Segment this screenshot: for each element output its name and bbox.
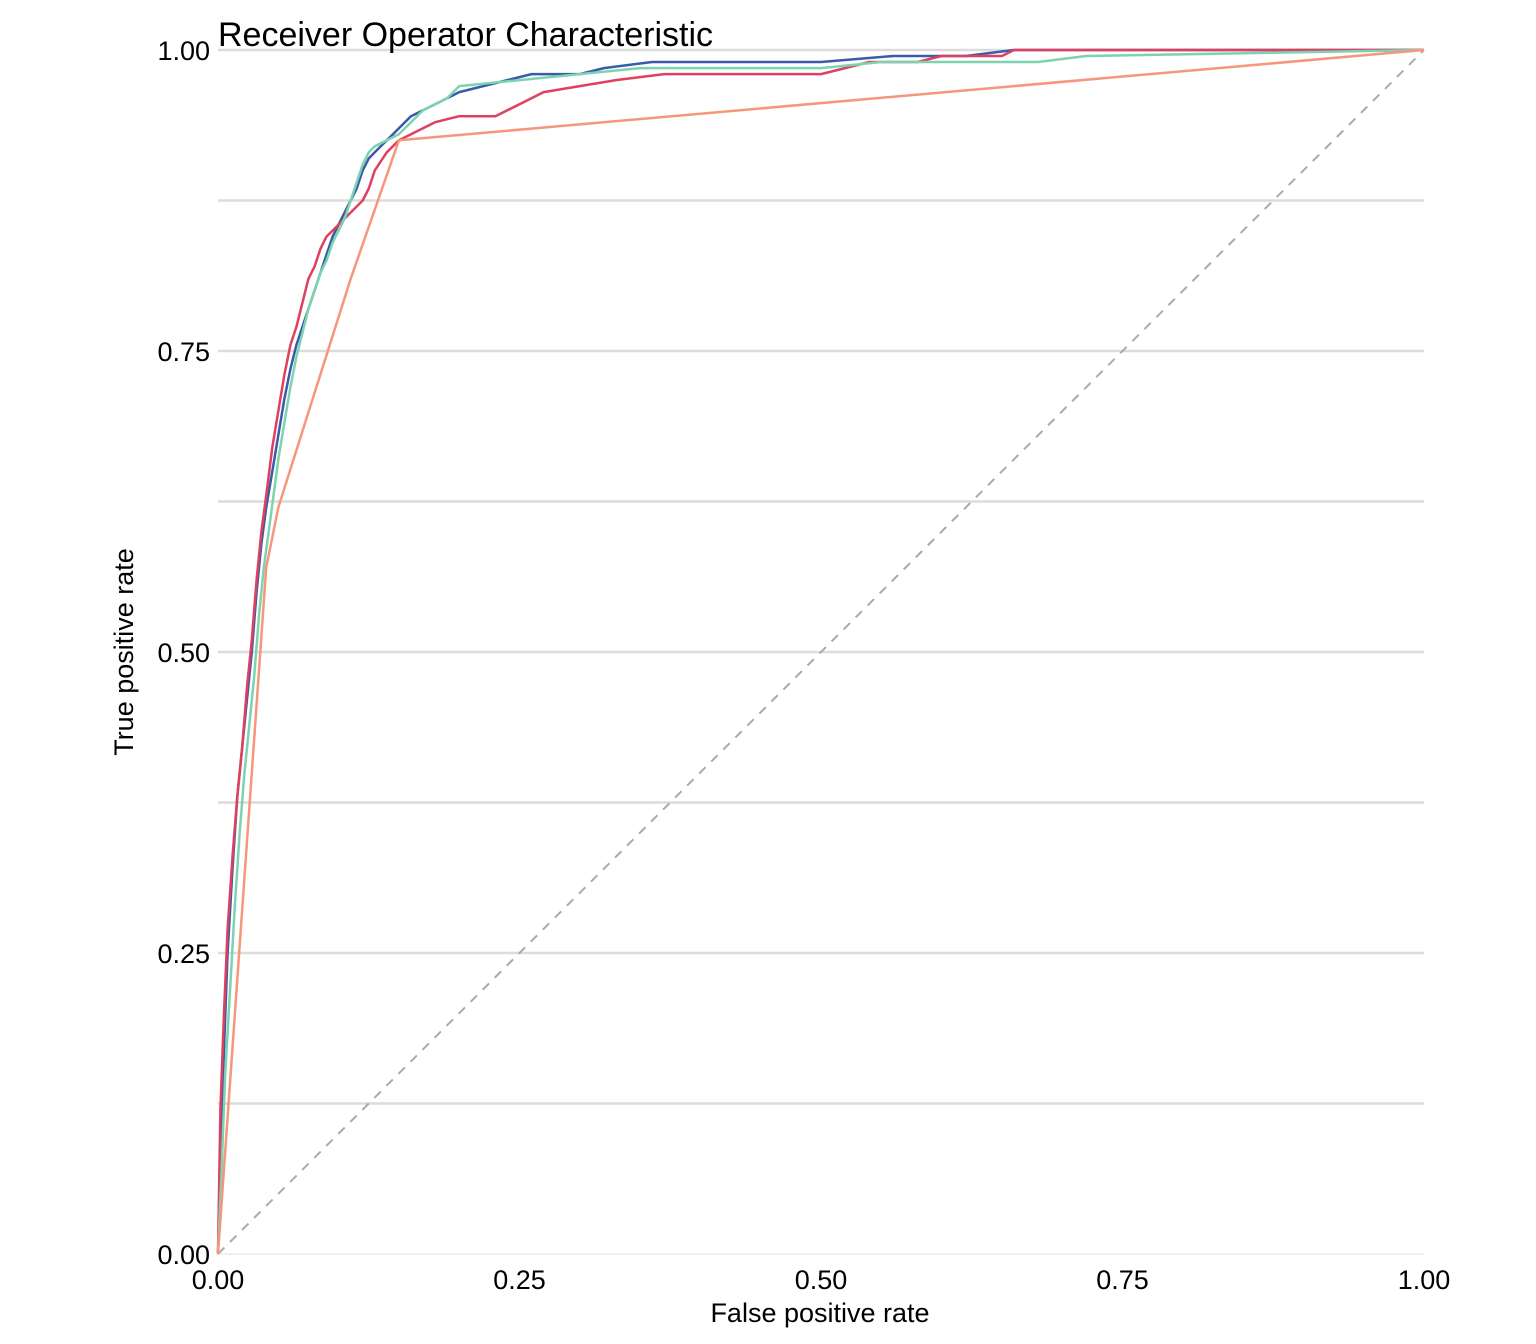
y-tick-label: 0.00 <box>157 1240 210 1270</box>
roc-curve-4 <box>216 48 1425 1255</box>
x-tick-label: 0.25 <box>493 1265 546 1295</box>
x-axis-ticks: 0.00 0.25 0.50 0.75 1.00 <box>192 1265 1451 1295</box>
y-axis-title: True positive rate <box>109 548 139 756</box>
roc-curve-3 <box>216 48 1425 1255</box>
x-tick-label: 1.00 <box>1398 1265 1451 1295</box>
x-tick-label: 0.50 <box>795 1265 848 1295</box>
x-axis-title: False positive rate <box>710 1298 929 1328</box>
y-tick-label: 0.25 <box>157 939 210 969</box>
chart-title: Receiver Operator Characteristic <box>218 16 713 54</box>
x-tick-label: 0.00 <box>192 1265 245 1295</box>
roc-curves <box>216 48 1425 1255</box>
y-tick-label: 0.75 <box>157 337 210 367</box>
y-tick-label: 0.50 <box>157 638 210 668</box>
diagonal-reference-line <box>217 49 1425 1255</box>
x-tick-label: 0.75 <box>1096 1265 1149 1295</box>
y-axis-ticks: 0.00 0.25 0.50 0.75 1.00 <box>157 36 210 1270</box>
y-tick-label: 1.00 <box>157 36 210 66</box>
roc-curve-2 <box>216 48 1424 1255</box>
